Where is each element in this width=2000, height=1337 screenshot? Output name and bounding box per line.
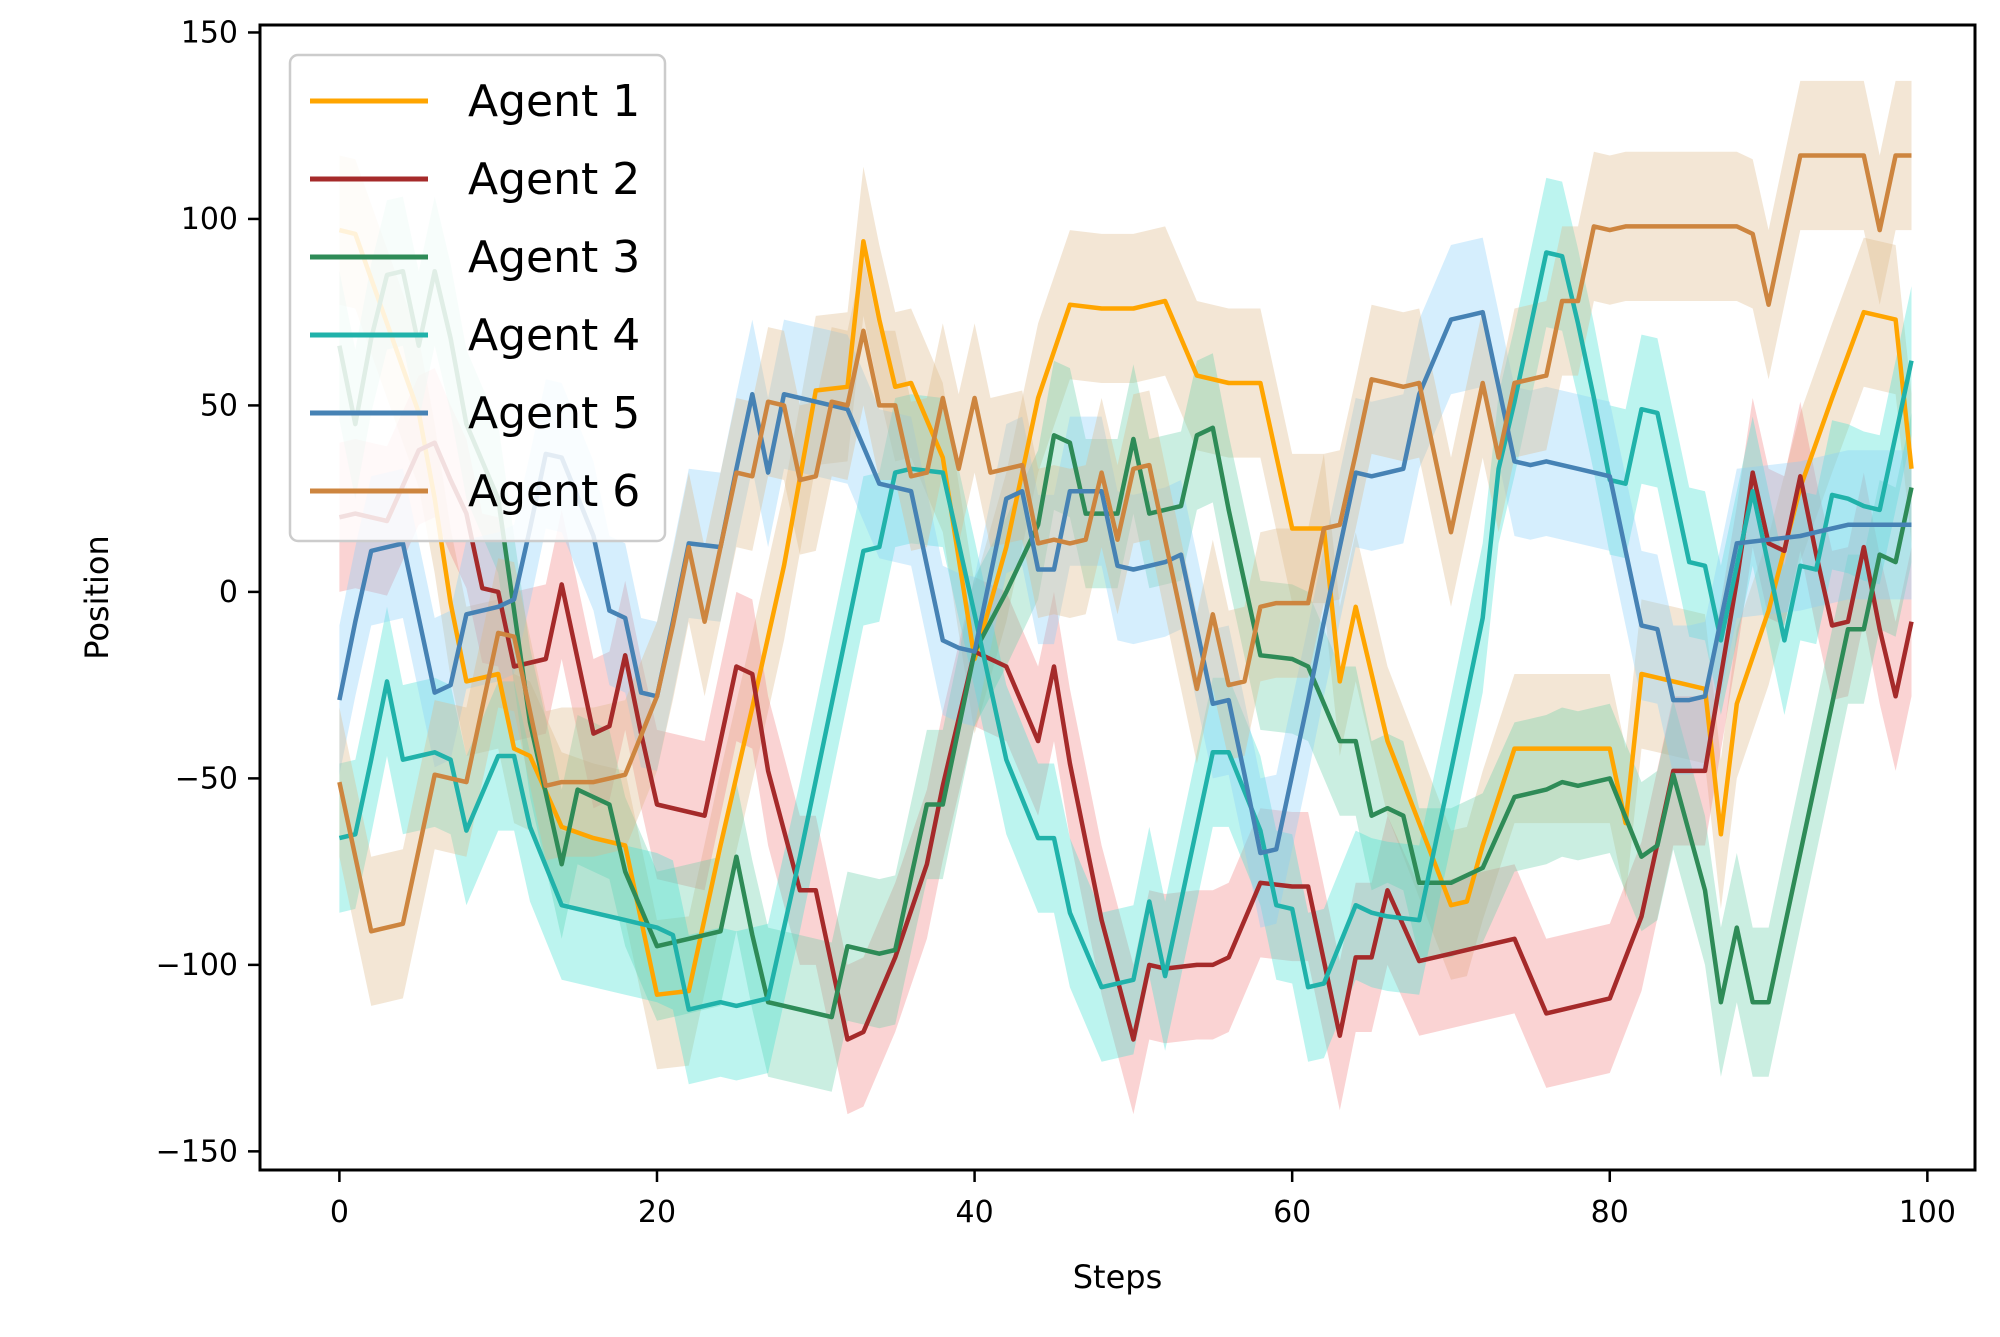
- legend-items: Agent 1 Agent 2 Agent 3 Agent 4 Agent 5 Agent…: [310, 76, 640, 517]
- legend-label-agent-4: Agent 4: [468, 310, 640, 361]
- series-band-agent-1: [339, 155, 1912, 1070]
- series-line-agent-3: [337, 268, 1914, 1020]
- y-tick-label: 0: [219, 575, 238, 610]
- legend-label-agent-2: Agent 2: [468, 154, 640, 205]
- lines-layer: [337, 153, 1914, 1042]
- x-tick-label: 100: [1899, 1195, 1956, 1230]
- legend-label-agent-3: Agent 3: [468, 232, 640, 283]
- x-tick-label: 80: [1591, 1195, 1629, 1230]
- y-tick-label: −150: [156, 1134, 238, 1169]
- legend-label-agent-5: Agent 5: [468, 388, 640, 439]
- legend: Agent 1 Agent 2 Agent 3 Agent 4 Agent 5 Agent…: [288, 53, 667, 543]
- legend-label-agent-6: Agent 6: [468, 466, 640, 517]
- ticks-layer: 0 20 40 60 80 100 −150 −100 −50 0 50 100 150: [156, 15, 1956, 1230]
- y-tick-label: 50: [200, 388, 238, 423]
- plot-frame: [258, 23, 1977, 1172]
- series-line-agent-5: [337, 309, 1912, 856]
- series-band-agent-6: [339, 80, 1912, 1006]
- y-axis-label: Position: [78, 535, 116, 660]
- series-band-agent-4: [339, 177, 1912, 1085]
- series-line-agent-1: [338, 227, 1914, 997]
- series-line-agent-2: [338, 440, 1914, 1042]
- x-tick-label: 40: [955, 1195, 993, 1230]
- x-tick-label: 20: [638, 1195, 676, 1230]
- y-tick-label: 150: [181, 15, 238, 50]
- y-tick-label: 100: [181, 202, 238, 237]
- series-band-agent-5: [339, 237, 1912, 928]
- x-tick-label: 0: [330, 1195, 349, 1230]
- series-band-agent-2: [339, 368, 1912, 1115]
- series-line-agent-4: [338, 250, 1914, 1012]
- series-line-agent-6: [337, 153, 1912, 934]
- legend-label-agent-1: Agent 1: [468, 76, 640, 127]
- y-tick-label: −50: [175, 761, 238, 796]
- x-tick-label: 60: [1273, 1195, 1311, 1230]
- y-tick-label: −100: [156, 948, 238, 983]
- x-axis-label: Steps: [1073, 1258, 1163, 1296]
